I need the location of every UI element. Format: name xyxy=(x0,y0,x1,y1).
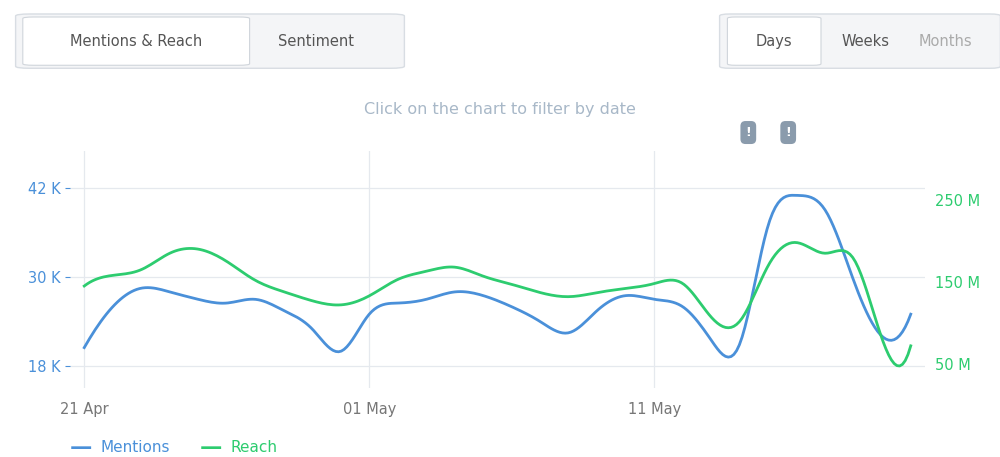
Text: Sentiment: Sentiment xyxy=(278,34,354,48)
Text: !: ! xyxy=(745,126,751,139)
Text: Weeks: Weeks xyxy=(841,34,889,48)
FancyBboxPatch shape xyxy=(23,17,250,65)
Text: Mentions: Mentions xyxy=(100,441,170,455)
FancyBboxPatch shape xyxy=(720,14,1000,68)
Text: Reach: Reach xyxy=(230,441,277,455)
Text: !: ! xyxy=(785,126,791,139)
FancyBboxPatch shape xyxy=(727,17,821,65)
Text: —: — xyxy=(200,438,222,457)
Text: Mentions & Reach: Mentions & Reach xyxy=(70,34,202,48)
Text: Months: Months xyxy=(919,34,973,48)
Text: Days: Days xyxy=(756,34,793,48)
Text: —: — xyxy=(70,438,92,457)
FancyBboxPatch shape xyxy=(16,14,404,68)
Text: Click on the chart to filter by date: Click on the chart to filter by date xyxy=(364,102,636,117)
